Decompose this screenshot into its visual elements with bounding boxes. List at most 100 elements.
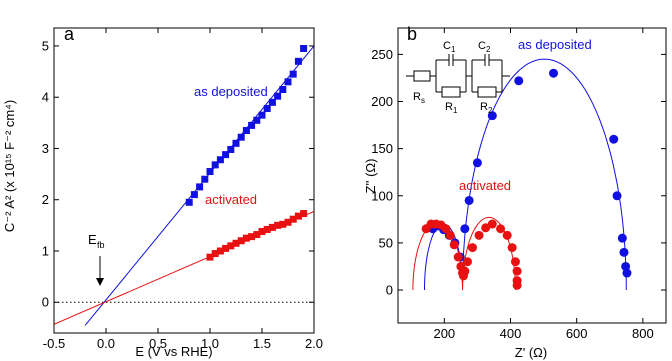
- panel-b-series-activated-point: [441, 224, 451, 234]
- panel-b-series-as-deposited-point: [487, 111, 497, 121]
- circuit-label-rs: R: [413, 91, 421, 103]
- panel-a-plot-area: -0.5 0.0 0.5 1.0 1.5 2.0 0 1 2 3 4 5: [42, 27, 323, 351]
- panel-b-label: b: [407, 24, 417, 44]
- panel-a: -0.5 0.0 0.5 1.0 1.5 2.0 0 1 2 3 4 5 a E (V vs RHE)…: [2, 24, 323, 359]
- panel-b-plot-area: 200 400 600 800 0 50 100 150 200 250: [371, 27, 667, 341]
- panel-b-y-tick-label: 200: [371, 94, 393, 109]
- panel-a-data-layer: [54, 45, 314, 326]
- panel-a-series-as-deposited-point: [284, 78, 292, 86]
- panel-b-series-activated-point: [481, 223, 491, 233]
- panel-b-x-tick-label: 400: [500, 326, 522, 341]
- circuit-rs-resistor: [413, 70, 431, 82]
- panel-b-x-tick-label: 200: [433, 326, 455, 341]
- panel-a-y-tick-label: 2: [42, 192, 49, 207]
- panel-a-frame: [53, 27, 315, 334]
- panel-a-series-activated-point: [253, 231, 261, 239]
- panel-a-series-activated-point: [237, 237, 245, 245]
- panel-a-series-as-deposited-point: [289, 70, 297, 78]
- panel-a-series-activated-point: [300, 210, 308, 218]
- circuit-labels: C 1 C 2 R s R 1 R 2: [413, 40, 493, 115]
- panel-a-series-activated-point: [284, 218, 292, 226]
- panel-a-y-tick-label: 5: [42, 38, 49, 53]
- panel-b-series-as-deposited-point: [460, 224, 470, 234]
- circuit-label-r2-sub: 2: [488, 106, 493, 115]
- equivalent-circuit: [406, 54, 510, 98]
- panel-b-series-activated-point: [487, 219, 497, 229]
- panel-a-label: a: [64, 24, 75, 44]
- panel-b-series-activated-point: [512, 280, 522, 290]
- panel-a-series-activated-point: [248, 233, 256, 241]
- panel-a-series-activated-point: [222, 244, 230, 252]
- panel-a-series-activated-point: [279, 220, 287, 228]
- panel-a-series-activated-point: [268, 223, 276, 231]
- panel-b-y-tick-label: 100: [371, 188, 393, 203]
- panel-b-y-tick-label: 150: [371, 141, 393, 156]
- panel-b-series-as-deposited-point: [617, 233, 627, 243]
- panel-a-series-as-deposited-point: [232, 139, 240, 147]
- panel-a-series-as-deposited-point: [211, 161, 219, 169]
- panel-b-series-as-deposited-point: [612, 191, 622, 201]
- panel-b-series-activated-point: [496, 224, 506, 234]
- panel-b-series-activated-point: [445, 230, 455, 240]
- panel-b-series-as-deposited-point: [549, 68, 559, 78]
- panel-b-x-tick-label: 600: [566, 326, 588, 341]
- panel-a-series-as-deposited-point: [294, 57, 302, 65]
- panel-b: 200 400 600 800 0 50 100 150 200 250 b Z' (Ω) Z''…: [363, 24, 667, 360]
- panel-a-series-activated-point: [274, 221, 282, 229]
- panel-a-y-tick-label: 4: [42, 90, 49, 105]
- panel-a-series-activated-point: [263, 225, 271, 233]
- panel-b-series-label-as-deposited: as deposited: [518, 37, 592, 52]
- circuit-label-c2: C: [478, 40, 486, 52]
- panel-b-series-activated-point: [512, 266, 522, 276]
- panel-a-series-as-deposited-point: [242, 127, 250, 135]
- panel-a-series-activated-point: [258, 228, 266, 236]
- efb-label-sub: fb: [97, 240, 105, 250]
- panel-a-x-tick-label: 0.0: [97, 336, 115, 351]
- panel-a-series-as-deposited-point: [185, 198, 193, 206]
- panel-a-series-activated-point: [206, 253, 214, 261]
- panel-b-series-activated-point: [510, 257, 520, 267]
- panel-a-series-as-deposited-point: [274, 92, 282, 100]
- panel-b-series-activated-point: [460, 266, 470, 276]
- panel-a-series-activated-point: [289, 215, 297, 223]
- panel-a-series-as-deposited-point: [258, 111, 266, 119]
- panel-b-series-as-deposited-point: [464, 195, 474, 205]
- circuit-label-c1-sub: 1: [451, 45, 456, 54]
- panel-a-x-tick-label: 1.5: [253, 336, 271, 351]
- panel-b-series-as-deposited-point: [514, 76, 524, 86]
- panel-a-series-as-deposited-point: [216, 156, 224, 164]
- panel-a-series-activated-point: [211, 250, 219, 258]
- panel-a-series-label-as-deposited: as deposited: [194, 84, 268, 99]
- panel-a-x-tick-label: 2.0: [305, 336, 323, 351]
- panel-b-series-as-deposited-point: [619, 247, 629, 257]
- panel-a-series-as-deposited-point: [206, 168, 214, 176]
- circuit-r1-resistor: [441, 86, 461, 98]
- panel-b-series-activated-point: [449, 240, 459, 250]
- circuit-label-r1-sub: 1: [453, 106, 458, 115]
- panel-b-series-as-deposited-point: [622, 268, 632, 278]
- panel-a-series-as-deposited-point: [201, 175, 209, 183]
- panel-b-series-activated-point: [474, 230, 484, 240]
- circuit-label-r1: R: [445, 101, 453, 113]
- panel-a-y-tick-label: 0: [42, 295, 49, 310]
- circuit-label-r2: R: [480, 101, 488, 113]
- panel-a-series-activated-point: [242, 234, 250, 242]
- panel-a-series-activated-point: [227, 242, 235, 250]
- panel-b-x-axis-label: Z' (Ω): [515, 345, 547, 360]
- panel-a-series-as-deposited-point: [237, 133, 245, 141]
- panel-a-series-as-deposited-point: [268, 98, 276, 106]
- panel-a-series-as-deposited-point: [248, 121, 256, 129]
- panel-a-series-activated-point: [294, 212, 302, 220]
- panel-b-series-activated-point: [467, 243, 477, 253]
- panel-b-y-tick-label: 50: [379, 235, 393, 250]
- panel-b-series-label-activated: activated: [459, 178, 511, 193]
- panel-a-y-axis-label: C⁻² A² (x 10¹⁵ F⁻² cm⁴): [2, 100, 17, 232]
- panel-a-efb-annotation: E fb: [88, 232, 105, 286]
- panel-a-series-as-deposited-point: [227, 145, 235, 153]
- panel-b-series-as-deposited-point: [472, 158, 482, 168]
- panel-a-series-activated-point: [216, 247, 224, 255]
- panel-b-x-tick-label: 800: [632, 326, 654, 341]
- panel-a-x-tick-label: 1.0: [201, 336, 219, 351]
- circuit-label-rs-sub: s: [421, 96, 425, 105]
